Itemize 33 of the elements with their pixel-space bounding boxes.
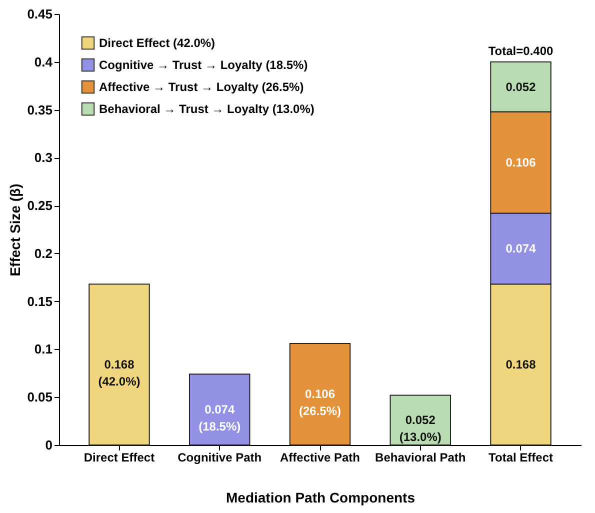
y-tick-label: 0.1 [34, 342, 52, 357]
x-axis-title: Mediation Path Components [226, 490, 416, 506]
data-label: 0.052 [506, 80, 536, 94]
y-tick-label: 0.15 [27, 294, 52, 309]
y-tick-label: 0.35 [27, 102, 52, 118]
data-label: 0.106 (26.5%) [298, 387, 342, 418]
data-label: 0.106 [506, 155, 536, 170]
x-tick-label: Behavioral Path [375, 450, 466, 464]
data-label: 0.168 [506, 358, 536, 372]
y-tick-label: 0 [45, 438, 52, 452]
y-tick-label: 0.3 [34, 150, 52, 166]
y-tick-label: 0.45 [27, 6, 52, 22]
x-tick-label: Direct Effect [84, 450, 155, 464]
bar [289, 342, 351, 446]
bar [88, 284, 150, 446]
y-axis-title: Effect Size (β) [7, 184, 24, 276]
y-tick-label: 0.05 [27, 390, 52, 405]
y-tick-label: 0.2 [34, 246, 52, 261]
data-label: 0.074 [506, 242, 536, 256]
y-tick-label: 0.4 [34, 54, 54, 70]
y-tick-label: 0.25 [27, 198, 52, 214]
x-tick-label: Total Effect [488, 450, 553, 464]
legend-label: Behavioral → Trust → Loyalty (13.0%) [99, 102, 314, 116]
data-label: 0.074 (18.5%) [198, 402, 241, 434]
legend-label: Affective → Trust → Loyalty (26.5%) [99, 80, 304, 94]
legend-label: Direct Effect (42.0%) [99, 36, 216, 50]
x-tick-label: Cognitive Path [178, 450, 262, 464]
data-label: 0.168 (42.0%) [98, 358, 140, 389]
legend-label: Cognitive → Trust → Loyalty (18.5%) [99, 58, 308, 72]
data-label: 0.052 (13.0%) [399, 413, 442, 444]
bar [189, 374, 250, 446]
x-tick-label: Affective Path [280, 450, 360, 464]
total-label: Total=0.400 [488, 44, 554, 58]
